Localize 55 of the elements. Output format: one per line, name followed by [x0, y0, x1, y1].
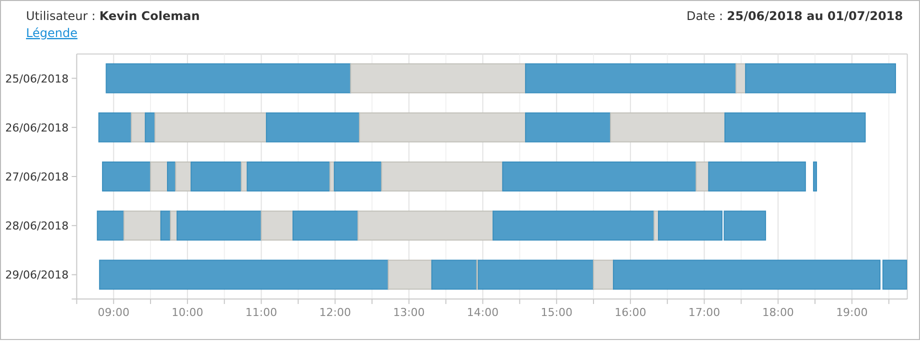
bar: [246, 162, 330, 192]
bar: [106, 63, 352, 94]
bar: [102, 162, 152, 192]
bar: [160, 210, 171, 241]
bar: [99, 260, 389, 290]
chart-title: Utilisateur : Kevin Coleman: [26, 9, 200, 23]
bar: [492, 210, 655, 241]
bar: [381, 162, 504, 192]
bar: [593, 260, 614, 290]
x-tick-label: 16:00: [614, 306, 646, 319]
bar: [525, 112, 611, 142]
y-tick-label: 26/06/2018: [5, 121, 69, 134]
bar: [150, 162, 168, 192]
x-tick-label: 09:00: [98, 306, 130, 319]
x-tick-label: 14:00: [466, 306, 499, 319]
bar: [612, 260, 880, 290]
bar: [736, 63, 746, 94]
x-tick-label: 13:00: [393, 306, 425, 319]
bar: [708, 162, 806, 192]
bar: [190, 162, 242, 192]
y-tick-label: 29/06/2018: [5, 268, 69, 282]
chart-subtitle: Date : 25/06/2018 au 01/07/2018: [686, 9, 903, 23]
x-tick-label: 18:00: [762, 306, 794, 319]
bar: [502, 162, 697, 192]
bar: [98, 112, 132, 142]
bar: [144, 112, 156, 142]
bar: [724, 112, 866, 142]
bar: [176, 210, 262, 241]
bar: [175, 162, 192, 192]
bar: [334, 162, 382, 192]
x-tick-label: 10:00: [172, 306, 204, 319]
bar: [350, 63, 526, 94]
y-tick-label: 25/06/2018: [5, 72, 69, 86]
bar: [96, 210, 124, 241]
bar: [130, 112, 146, 142]
bar: [123, 210, 162, 241]
bar: [525, 63, 737, 94]
bar: [260, 210, 294, 241]
x-tick-label: 17:00: [688, 306, 720, 319]
text: Légende: [26, 26, 78, 40]
y-tick-label: 27/06/2018: [5, 170, 69, 184]
bar: [358, 112, 526, 142]
bar: [813, 162, 817, 192]
x-tick-label: 15:00: [540, 306, 572, 319]
bar: [292, 210, 358, 241]
x-tick-label: 19:00: [836, 306, 868, 319]
x-tick-label: 11:00: [245, 306, 278, 319]
bar: [357, 210, 494, 241]
bar: [388, 260, 432, 290]
bar: [266, 112, 360, 142]
x-tick-label: 12:00: [319, 306, 351, 319]
bar: [154, 112, 267, 142]
bar: [610, 112, 726, 142]
bar: [745, 63, 896, 94]
y-tick-label: 28/06/2018: [5, 220, 69, 233]
